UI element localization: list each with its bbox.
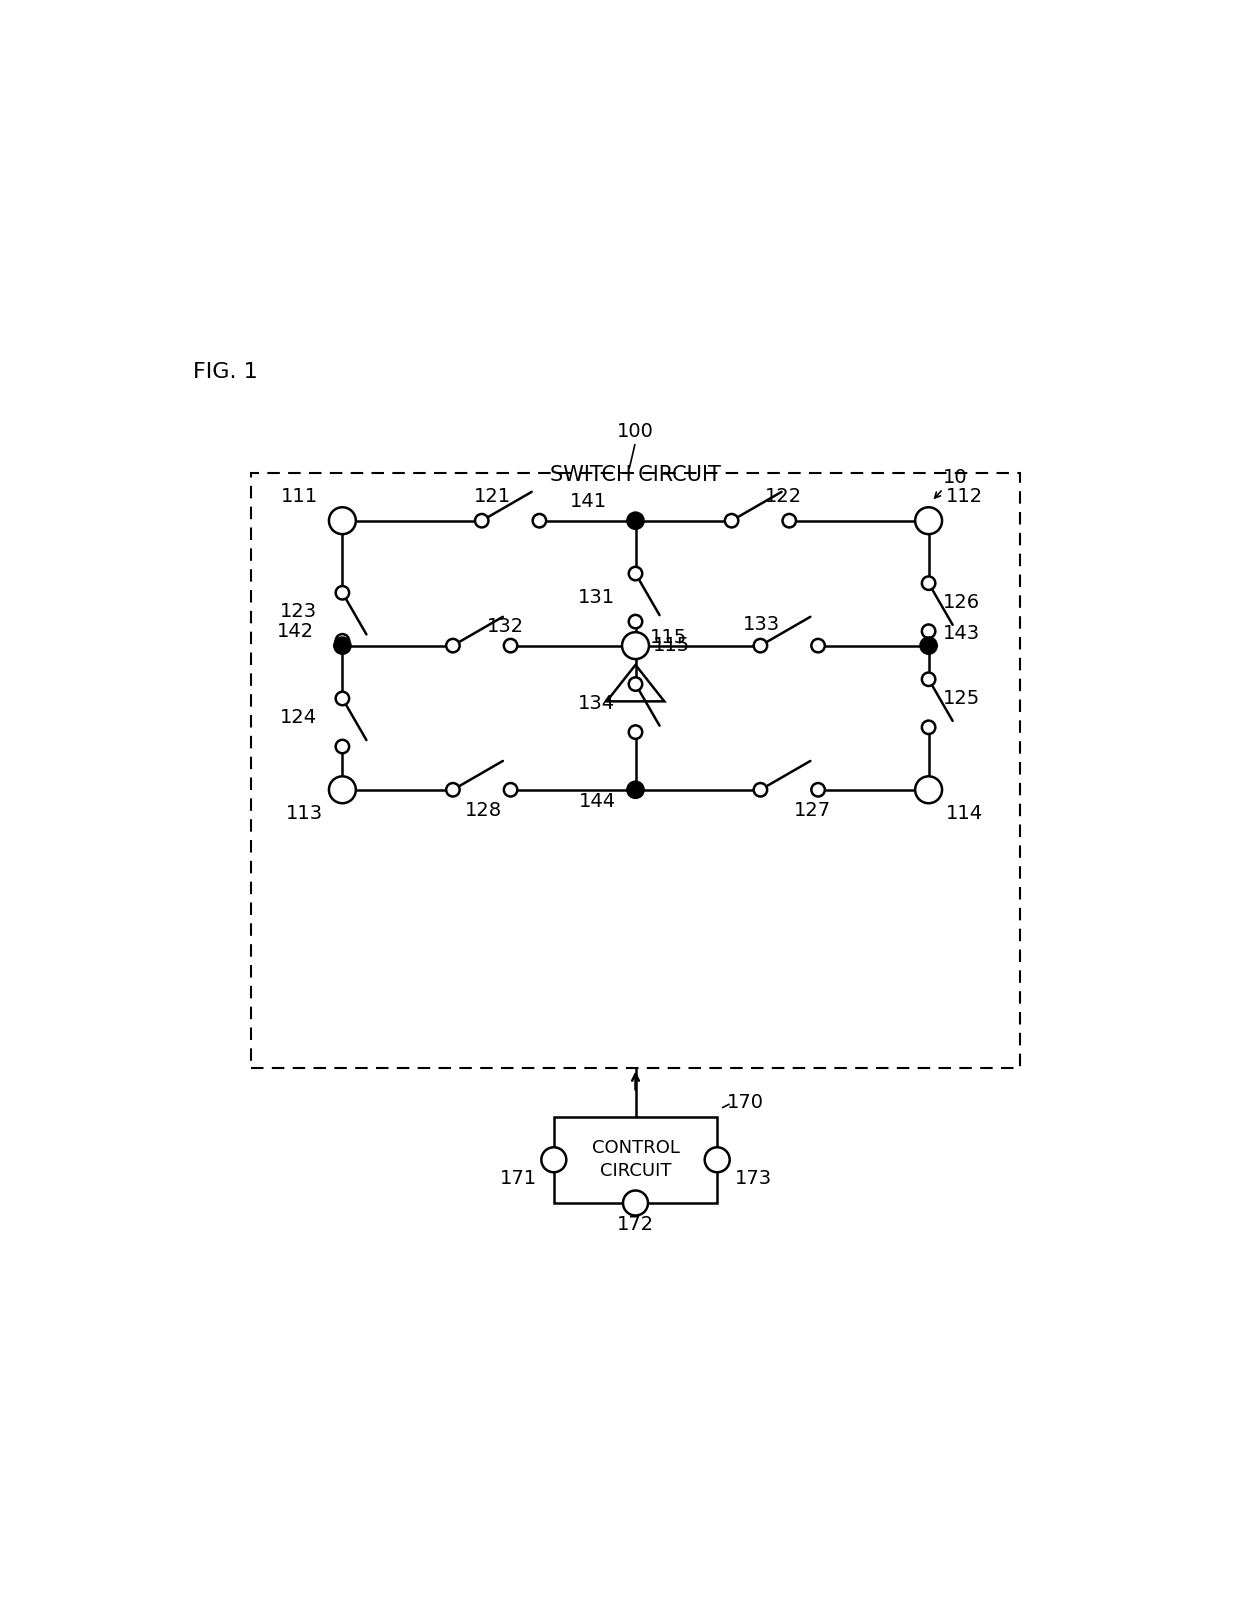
Circle shape xyxy=(622,632,649,660)
Circle shape xyxy=(629,614,642,629)
Text: 121: 121 xyxy=(474,488,511,506)
Text: 125: 125 xyxy=(944,689,981,708)
Text: 100: 100 xyxy=(618,421,653,441)
Circle shape xyxy=(503,783,517,796)
Circle shape xyxy=(334,637,351,655)
Text: 144: 144 xyxy=(579,791,616,810)
Circle shape xyxy=(921,721,935,734)
Circle shape xyxy=(503,639,517,652)
Circle shape xyxy=(622,1190,649,1216)
Circle shape xyxy=(811,783,825,796)
Circle shape xyxy=(811,639,825,652)
Text: 132: 132 xyxy=(486,618,523,635)
Text: 170: 170 xyxy=(727,1093,764,1112)
Text: 134: 134 xyxy=(578,694,615,713)
Circle shape xyxy=(754,783,768,796)
Circle shape xyxy=(704,1148,729,1172)
Circle shape xyxy=(725,514,738,527)
Text: 10: 10 xyxy=(942,468,967,486)
Text: 124: 124 xyxy=(280,708,317,728)
Text: 142: 142 xyxy=(277,622,314,640)
Text: 143: 143 xyxy=(942,624,980,642)
Text: 115: 115 xyxy=(652,635,689,655)
Circle shape xyxy=(920,637,937,655)
Text: 111: 111 xyxy=(281,488,319,506)
Circle shape xyxy=(533,514,546,527)
Circle shape xyxy=(336,634,350,647)
Circle shape xyxy=(627,512,644,530)
Circle shape xyxy=(921,624,935,639)
Text: 171: 171 xyxy=(500,1169,537,1188)
Text: CONTROL: CONTROL xyxy=(591,1140,680,1157)
Text: 131: 131 xyxy=(578,588,615,608)
Text: CIRCUIT: CIRCUIT xyxy=(600,1162,671,1180)
Text: 123: 123 xyxy=(280,603,317,621)
Text: 173: 173 xyxy=(734,1169,771,1188)
Text: 122: 122 xyxy=(765,488,802,506)
Text: 141: 141 xyxy=(569,493,606,511)
Circle shape xyxy=(629,567,642,580)
Text: 113: 113 xyxy=(286,804,324,823)
Circle shape xyxy=(915,776,942,804)
Circle shape xyxy=(627,781,644,799)
Circle shape xyxy=(329,776,356,804)
FancyBboxPatch shape xyxy=(554,1117,717,1203)
Circle shape xyxy=(629,725,642,739)
Circle shape xyxy=(629,678,642,691)
Text: 126: 126 xyxy=(944,593,980,611)
Circle shape xyxy=(336,739,350,754)
Circle shape xyxy=(915,507,942,535)
Circle shape xyxy=(921,577,935,590)
Text: 114: 114 xyxy=(946,804,983,823)
Circle shape xyxy=(446,639,460,652)
Circle shape xyxy=(329,507,356,535)
Text: 127: 127 xyxy=(794,801,831,820)
Circle shape xyxy=(921,673,935,686)
Text: SWITCH CIRCUIT: SWITCH CIRCUIT xyxy=(551,465,720,485)
Circle shape xyxy=(336,692,350,705)
Text: 172: 172 xyxy=(618,1214,653,1234)
Circle shape xyxy=(754,639,768,652)
Text: FIG. 1: FIG. 1 xyxy=(193,361,258,383)
Text: 115: 115 xyxy=(650,629,687,647)
Text: 133: 133 xyxy=(743,614,780,634)
Circle shape xyxy=(446,783,460,796)
Circle shape xyxy=(475,514,489,527)
Text: 112: 112 xyxy=(946,488,983,506)
Text: 128: 128 xyxy=(465,801,501,820)
Circle shape xyxy=(336,587,350,600)
Circle shape xyxy=(542,1148,567,1172)
Circle shape xyxy=(782,514,796,527)
